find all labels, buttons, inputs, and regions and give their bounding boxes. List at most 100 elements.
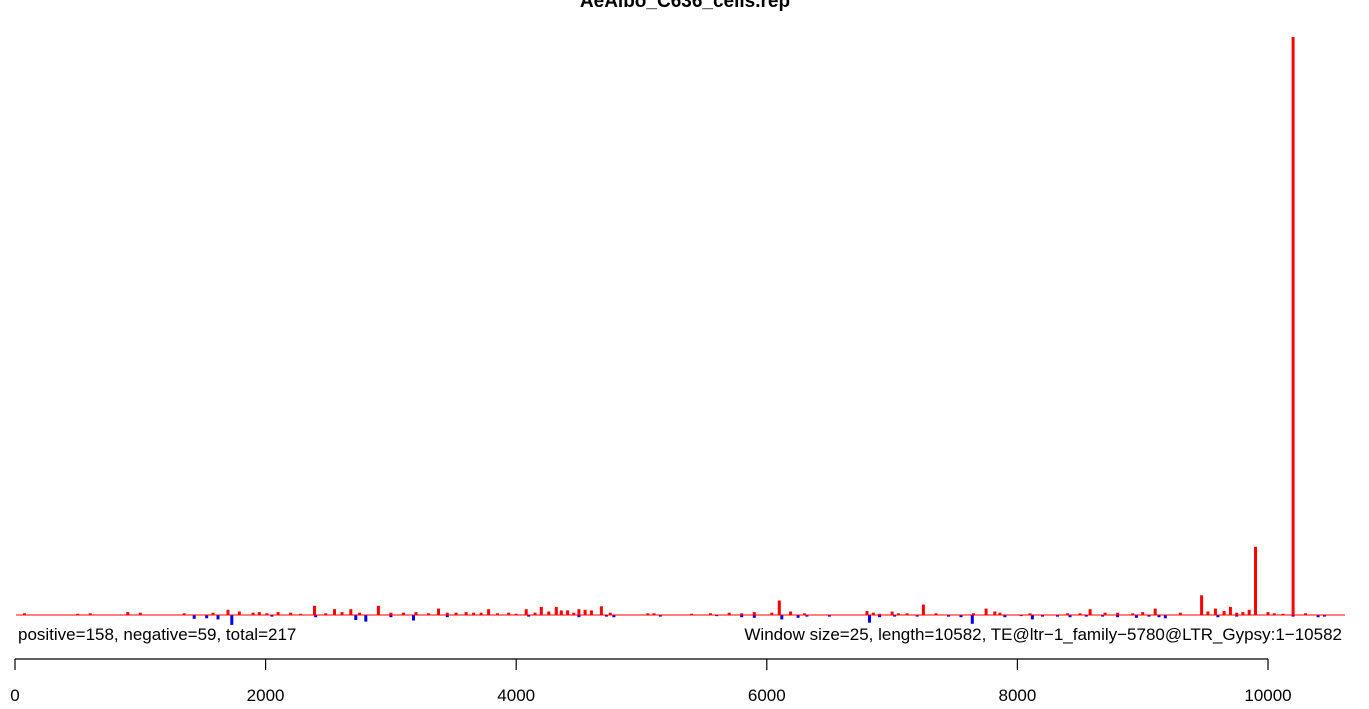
x-axis: 0 2000 4000 6000 8000 10000 [10, 658, 1292, 705]
negative-bar [1041, 615, 1044, 617]
positive-bar [126, 612, 130, 615]
positive-bar [138, 612, 142, 615]
positive-bar [559, 610, 563, 615]
negative-bar [827, 615, 831, 617]
positive-bar [211, 612, 215, 615]
positive-bar [533, 612, 537, 615]
negative-bar [1068, 615, 1072, 618]
negative-bar [1147, 615, 1151, 617]
positive-bar [182, 613, 186, 615]
positive-bar [1141, 612, 1145, 615]
positive-bar [324, 613, 328, 615]
positive-bar [777, 600, 781, 615]
positive-bar [257, 612, 261, 615]
chart-title: AeAlbo_C636_cells.rep [580, 0, 790, 12]
positive-bar [427, 613, 430, 615]
negative-bar [412, 615, 415, 621]
positive-bar [472, 612, 476, 615]
x-tick-label: 10000 [1244, 686, 1291, 705]
positive-bar [1153, 608, 1157, 615]
positive-bar [22, 613, 26, 615]
negative-bar [527, 615, 531, 617]
negative-bar [752, 615, 756, 618]
summary-text: positive=158, negative=59, total=217 [18, 625, 296, 644]
positive-bar [871, 612, 875, 615]
negative-bar [805, 615, 809, 617]
negative-bar [959, 615, 963, 618]
positive-bar [276, 612, 280, 615]
positive-bar [566, 610, 570, 615]
positive-bar [599, 606, 603, 615]
negative-bar [270, 615, 274, 617]
positive-bar [1266, 612, 1270, 615]
positive-bar [1213, 608, 1217, 615]
positive-bar [1272, 613, 1276, 615]
positive-bar [414, 612, 418, 615]
positive-bars [22, 37, 1308, 615]
negative-bar [1322, 615, 1326, 617]
negative-bar [915, 615, 919, 617]
positive-bar [340, 612, 344, 615]
positive-bar [789, 611, 793, 615]
positive-bar [1103, 612, 1107, 615]
positive-bar [524, 609, 528, 615]
positive-bar [1028, 613, 1032, 615]
positive-bar [802, 613, 806, 615]
positive-bar [1066, 613, 1069, 615]
positive-bar [401, 612, 405, 615]
negative-bar [1216, 615, 1220, 618]
negative-bar [1134, 615, 1138, 618]
positive-bar [1088, 609, 1092, 615]
positive-bar [1254, 546, 1257, 615]
negative-bar [577, 615, 581, 618]
negative-bar [1101, 615, 1105, 617]
positive-bar [226, 609, 230, 615]
negative-bar [364, 615, 368, 622]
x-tick-label: 6000 [748, 686, 786, 705]
negative-bar [970, 615, 974, 624]
negative-bar [354, 615, 358, 620]
positive-bar [993, 611, 997, 615]
positive-bar [708, 613, 712, 615]
negative-bar [796, 615, 800, 618]
positive-bar [1291, 37, 1295, 615]
positive-bar [88, 613, 92, 615]
positive-bar [972, 613, 975, 615]
positive-bar [890, 611, 894, 615]
negative-bar [1116, 615, 1120, 618]
negative-bar [1316, 615, 1320, 618]
positive-bar [495, 613, 499, 615]
positive-bar [934, 613, 938, 615]
positive-bar [1304, 613, 1308, 615]
positive-bar [358, 612, 362, 615]
positive-bar [389, 612, 393, 615]
positive-bar [299, 613, 303, 615]
positive-bar [752, 612, 756, 615]
positive-bar [905, 613, 909, 615]
positive-bar [479, 612, 483, 615]
positive-bar [445, 612, 449, 615]
negative-bar [740, 615, 744, 618]
positive-bar [770, 612, 774, 615]
negative-bar [780, 615, 784, 620]
positive-bar [349, 609, 353, 615]
positive-bar [289, 612, 293, 615]
positive-bar [554, 606, 558, 615]
positive-bar [1281, 613, 1285, 615]
positive-bar [572, 612, 576, 615]
negative-bar [947, 615, 950, 617]
positive-bar [589, 610, 593, 615]
positive-bar [539, 606, 543, 615]
negative-bar [216, 615, 220, 620]
negative-bar [868, 615, 871, 623]
positive-bar [1116, 612, 1120, 615]
positive-bar [464, 612, 468, 615]
positive-bar [507, 612, 511, 615]
positive-bar [251, 612, 255, 615]
negative-bar [1235, 615, 1239, 617]
positive-bar [608, 612, 612, 615]
positive-bar [646, 613, 650, 615]
negative-bar [604, 615, 608, 617]
negative-bar [658, 615, 662, 617]
negative-bar [878, 615, 882, 618]
